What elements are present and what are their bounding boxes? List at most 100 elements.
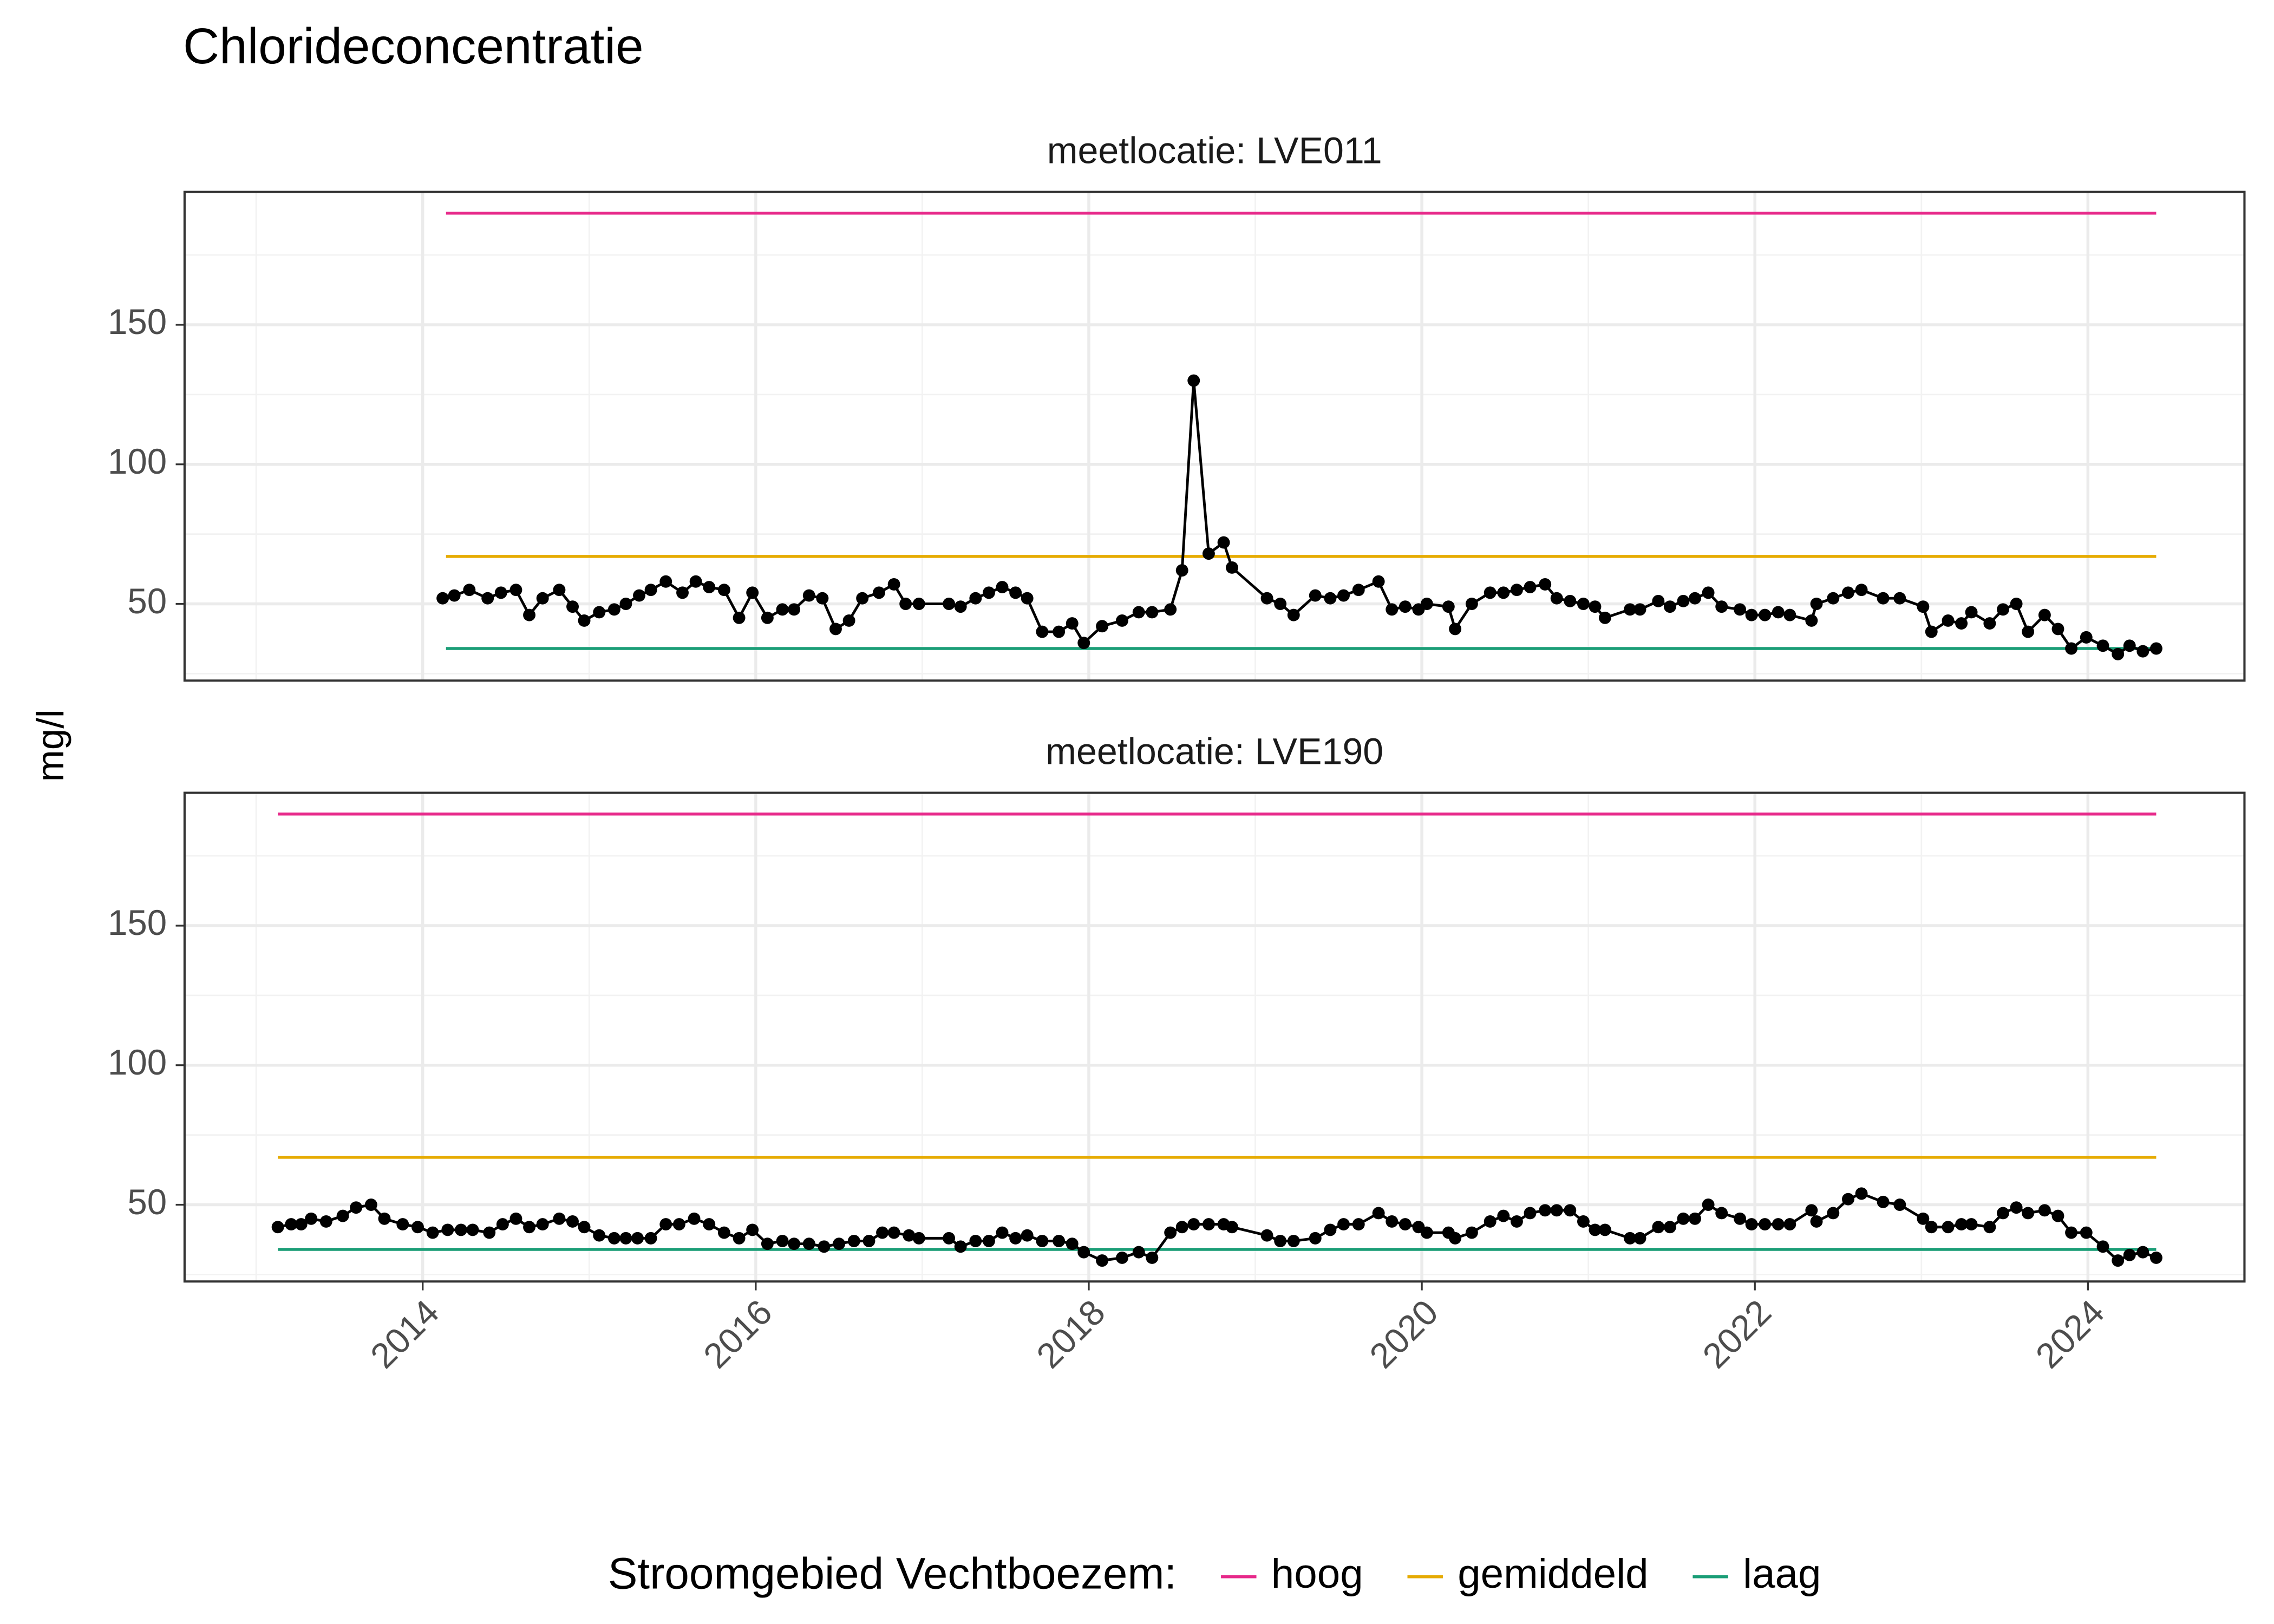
data-point (1420, 598, 1433, 610)
data-point (1745, 1218, 1758, 1231)
data-point (689, 575, 702, 588)
data-point (943, 598, 956, 610)
data-point (1965, 606, 1978, 619)
data-point (746, 1223, 759, 1236)
legend-title: Stroomgebied Vechtboezem: (608, 1549, 1177, 1598)
data-point (536, 1218, 549, 1231)
data-point (1877, 592, 1890, 605)
chart-title: Chlorideconcentratie (183, 18, 643, 74)
data-point (426, 1226, 439, 1239)
data-point (2149, 1251, 2162, 1264)
data-point (1274, 1235, 1287, 1247)
data-point (553, 584, 566, 597)
y-tick-label: 100 (108, 442, 167, 481)
data-point (1893, 592, 1906, 605)
data-point (1324, 1223, 1337, 1236)
legend-label: gemiddeld (1458, 1551, 1648, 1597)
data-point (1077, 637, 1090, 650)
data-point (1589, 1223, 1602, 1236)
data-point (1442, 600, 1455, 613)
data-point (481, 592, 494, 605)
data-point (1164, 1226, 1177, 1239)
data-point (1842, 1193, 1854, 1206)
data-point (746, 586, 759, 599)
panel-subtitle: meetlocatie: LVE011 (1047, 130, 1382, 172)
data-point (411, 1221, 424, 1234)
data-point (969, 592, 982, 605)
data-point (1624, 603, 1637, 616)
data-point (1942, 614, 1955, 627)
data-point (350, 1201, 363, 1214)
data-point (1187, 374, 1200, 387)
data-point (1021, 592, 1034, 605)
data-point (659, 575, 672, 588)
legend-label: hoog (1271, 1551, 1363, 1597)
data-point (1077, 1246, 1090, 1259)
data-point (1337, 1218, 1350, 1231)
data-point (1925, 1221, 1938, 1234)
data-point (1202, 1218, 1215, 1231)
data-point (1677, 1212, 1690, 1225)
legend-item: hoog (1221, 1551, 1363, 1597)
data-point (1689, 592, 1701, 605)
y-tick-label: 150 (108, 903, 167, 942)
data-point (1226, 1221, 1238, 1234)
data-point (1564, 1204, 1577, 1217)
data-point (982, 1235, 995, 1247)
data-point (1066, 617, 1079, 630)
data-point (1260, 1229, 1273, 1242)
data-point (1633, 603, 1646, 616)
data-point (954, 1240, 967, 1253)
data-point (1827, 592, 1840, 605)
data-point (1855, 1187, 1868, 1200)
data-point (1175, 564, 1188, 577)
data-point (2123, 639, 2136, 652)
data-point (607, 603, 620, 616)
data-point (2112, 647, 2125, 660)
data-point (996, 1226, 1009, 1239)
data-point (2038, 608, 2051, 621)
data-point (1497, 586, 1510, 599)
data-point (1132, 606, 1145, 619)
data-point (856, 592, 869, 605)
data-point (2010, 1201, 2023, 1214)
y-tick-label: 50 (127, 581, 167, 621)
data-point (1096, 620, 1109, 633)
data-point (1805, 1204, 1818, 1217)
data-point (2065, 1226, 2078, 1239)
data-point (1175, 1221, 1188, 1234)
data-point (1652, 594, 1665, 607)
data-point (455, 1223, 467, 1236)
legend-label: laag (1743, 1551, 1821, 1597)
data-point (1783, 1218, 1796, 1231)
data-point (2065, 642, 2078, 655)
x-tick-label: 2014 (363, 1292, 447, 1376)
data-point (1274, 598, 1287, 610)
data-point (319, 1215, 332, 1228)
data-point (688, 1212, 701, 1225)
data-point (1287, 1235, 1300, 1247)
y-tick-label: 50 (127, 1182, 167, 1222)
data-point (1497, 1209, 1510, 1222)
data-point (1759, 1218, 1772, 1231)
data-point (1734, 1212, 1746, 1225)
data-point (1484, 1215, 1497, 1228)
data-point (1925, 625, 1938, 638)
data-point (1066, 1237, 1079, 1250)
data-point (1510, 1215, 1523, 1228)
data-point (2051, 1209, 2064, 1222)
data-point (887, 1226, 900, 1239)
data-point (644, 584, 657, 597)
data-point (1116, 1251, 1128, 1264)
data-point (593, 606, 606, 619)
data-point (1260, 592, 1273, 605)
data-point (566, 600, 579, 613)
data-point (1449, 1232, 1462, 1245)
data-point (1399, 1218, 1412, 1231)
data-point (1337, 589, 1350, 602)
data-point (2022, 625, 2035, 638)
data-point (1386, 603, 1399, 616)
data-point (1372, 575, 1385, 588)
data-point (463, 584, 476, 597)
